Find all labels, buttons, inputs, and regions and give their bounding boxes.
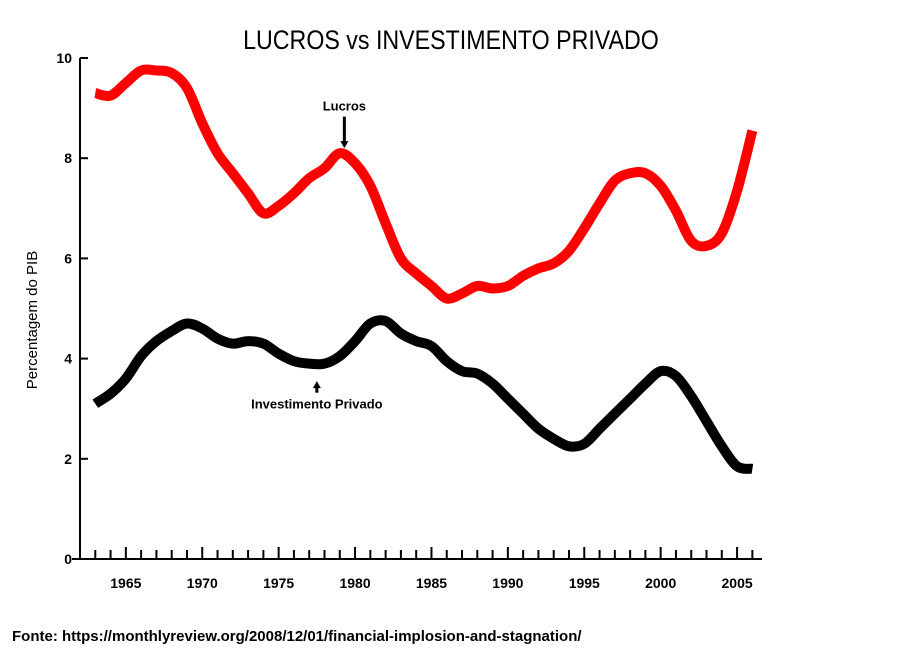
x-tick-label: 1995 [569,575,600,591]
investimento-series-line [92,315,754,474]
y-tick-label: 2 [64,451,72,467]
y-tick-label: 8 [64,150,72,166]
annotation-layer: Lucros Investimento Privado [251,99,383,412]
source-citation: Fonte: https://monthlyreview.org/2008/12… [12,628,582,645]
x-tick-label: 1990 [492,575,523,591]
x-tick-label: 2000 [645,575,676,591]
y-tick-label: 10 [56,50,72,66]
y-axis: 0 2 4 6 8 10 [56,50,88,567]
x-tick-label: 1985 [416,575,447,591]
x-tick-label: 1980 [339,575,370,591]
y-tick-label: 4 [64,351,72,367]
annotation-arrow-head [312,381,321,389]
x-tick-label: 1965 [110,575,141,591]
y-tick-label: 6 [64,250,72,266]
lucros-series-line [94,64,758,304]
x-tick-label: 2005 [722,575,753,591]
x-axis: 1965 1970 1975 1980 1985 1990 1995 2000 2005 [79,547,754,591]
series-layer [92,64,758,474]
x-tick-label: 1970 [187,575,218,591]
y-tick-label: 0 [64,551,72,567]
y-axis-label: Percentagem do PIB [24,251,41,389]
annotation-label: Investimento Privado [251,397,383,412]
chart-title: LUCROS vs INVESTIMENTO PRIVADO [243,25,659,55]
annotation-arrow-head [340,141,349,149]
annotation-label: Lucros [323,99,366,114]
x-tick-label: 1975 [263,575,294,591]
